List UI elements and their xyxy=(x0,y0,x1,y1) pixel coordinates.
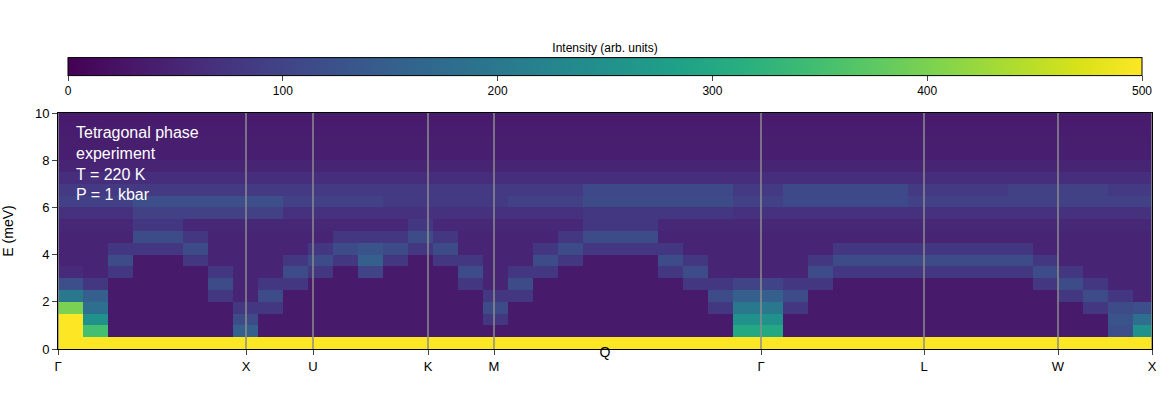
svg-text:U: U xyxy=(308,359,317,374)
svg-text:500: 500 xyxy=(1132,84,1152,98)
svg-text:0: 0 xyxy=(42,342,49,357)
svg-text:Γ: Γ xyxy=(757,359,764,374)
svg-text:L: L xyxy=(920,359,927,374)
svg-text:8: 8 xyxy=(42,153,49,168)
svg-text:10: 10 xyxy=(35,106,49,121)
svg-text:400: 400 xyxy=(917,84,937,98)
svg-text:E (meV): E (meV) xyxy=(0,205,16,256)
svg-text:X: X xyxy=(242,359,251,374)
svg-text:Intensity (arb. units): Intensity (arb. units) xyxy=(552,41,657,55)
svg-text:200: 200 xyxy=(488,84,508,98)
svg-text:X: X xyxy=(1148,359,1157,374)
svg-text:0: 0 xyxy=(65,84,72,98)
svg-text:Γ: Γ xyxy=(54,359,61,374)
svg-text:6: 6 xyxy=(42,200,49,215)
svg-text:Tetragonal phaseexperimentT =: Tetragonal phaseexperimentT = 220 KP = 1… xyxy=(76,124,199,203)
svg-text:M: M xyxy=(489,359,500,374)
svg-text:300: 300 xyxy=(702,84,722,98)
svg-text:Q: Q xyxy=(600,344,611,360)
svg-text:100: 100 xyxy=(273,84,293,98)
svg-text:4: 4 xyxy=(42,247,49,262)
svg-text:K: K xyxy=(424,359,433,374)
svg-text:W: W xyxy=(1052,359,1065,374)
svg-text:2: 2 xyxy=(42,294,49,309)
